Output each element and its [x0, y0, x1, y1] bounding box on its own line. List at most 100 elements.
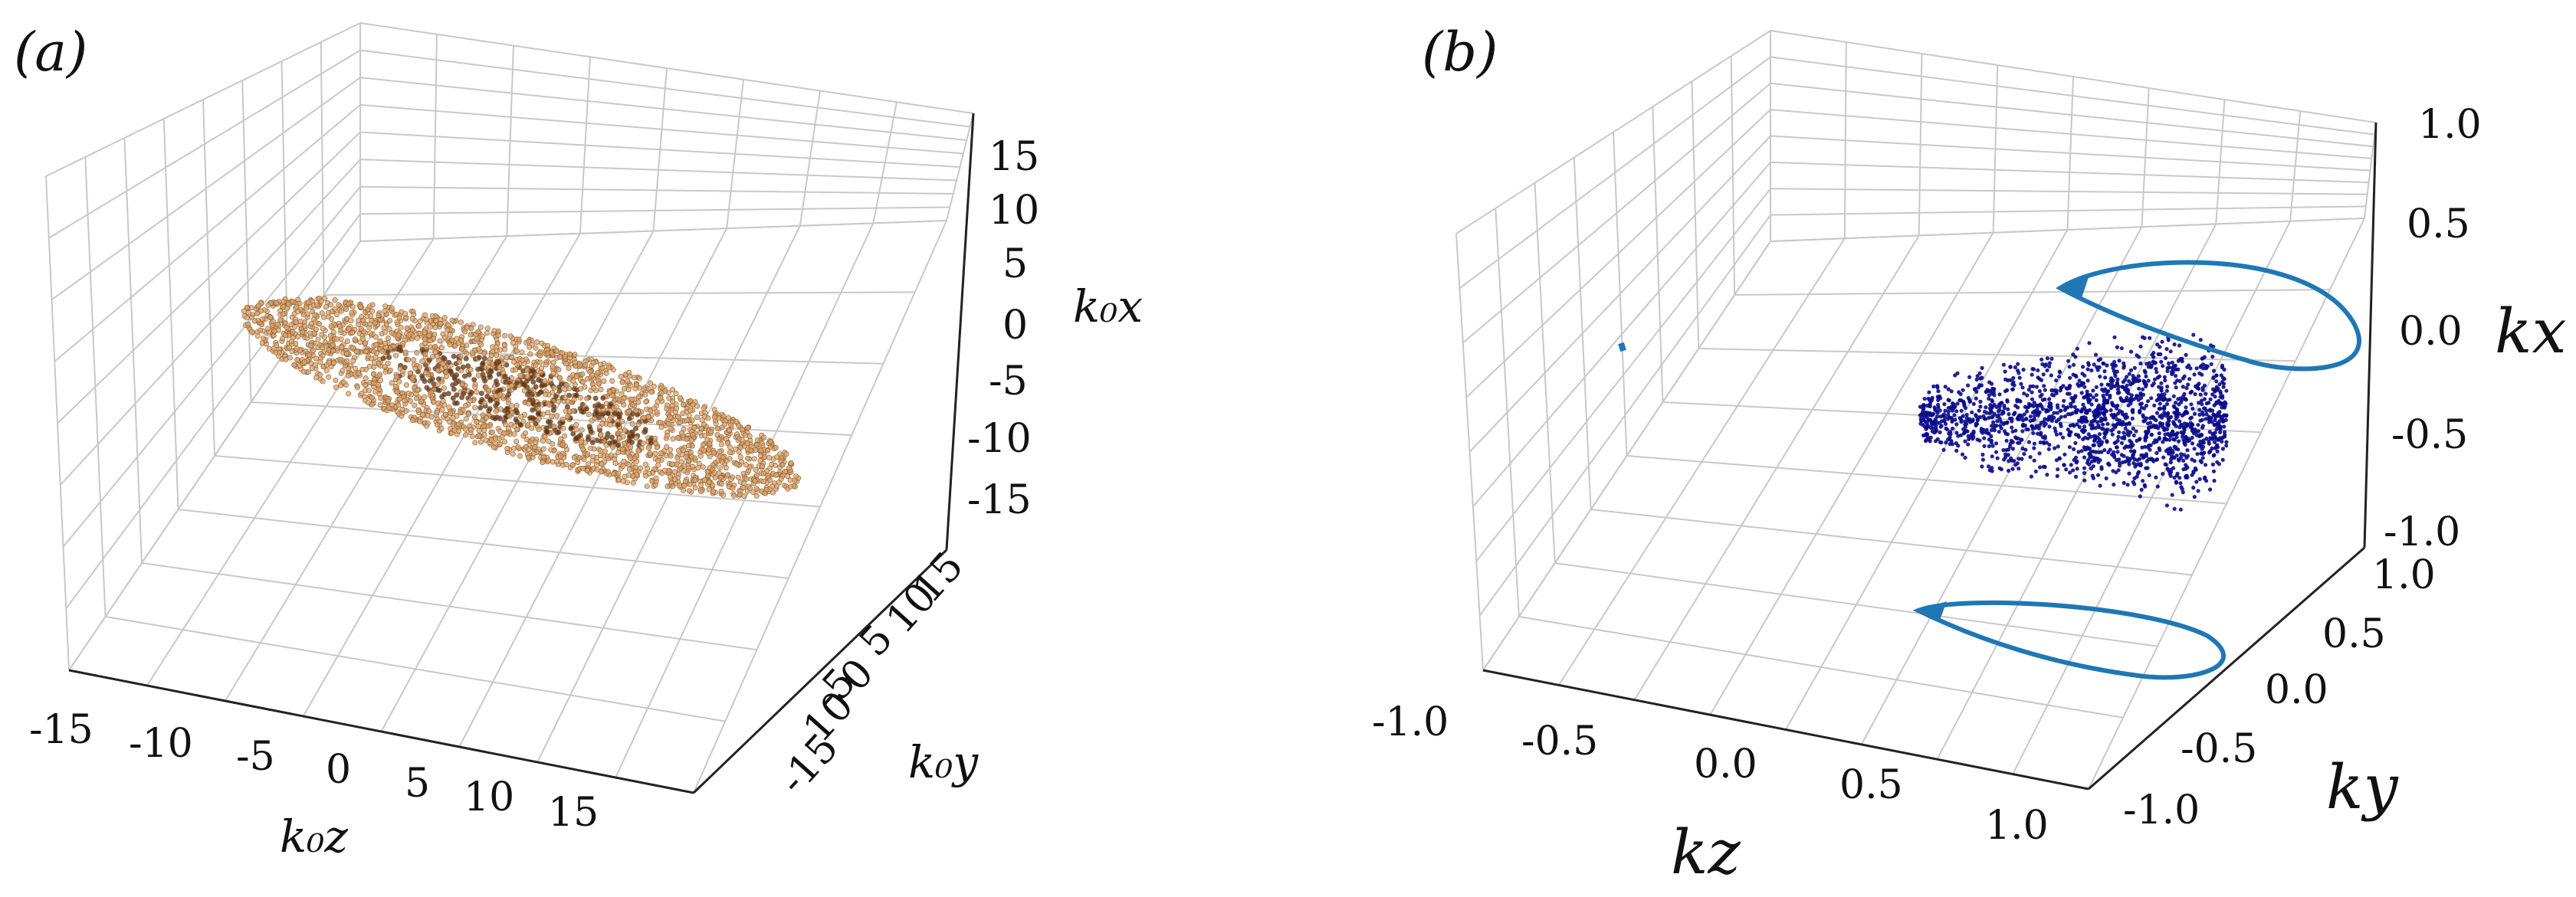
- panel-b-point: [2190, 457, 2194, 462]
- panel-a-point: [433, 318, 439, 324]
- panel-b-xtick: 0.5: [1839, 762, 1903, 808]
- panel-b-point: [1989, 434, 1994, 439]
- panel-b-point: [2145, 430, 2150, 435]
- panel-a-point: [678, 459, 684, 465]
- panel-a-point: [385, 398, 391, 404]
- panel-a-point: [294, 303, 300, 309]
- panel-a-point: [609, 378, 615, 384]
- panel-b-point: [1990, 454, 1994, 459]
- panel-a-point: [699, 417, 705, 423]
- panel-b-gridline: [1691, 81, 1700, 349]
- panel-a-point: [350, 358, 356, 364]
- panel-b-point: [2057, 369, 2062, 374]
- panel-b-point: [2189, 402, 2194, 407]
- panel-a-point: [462, 426, 468, 432]
- panel-b-point: [2082, 455, 2087, 460]
- panel-b-point: [2028, 418, 2033, 424]
- panel-b-point: [2072, 457, 2076, 463]
- panel-b-point: [2117, 430, 2122, 434]
- panel-b-point: [2135, 438, 2139, 444]
- panel-b-point: [1943, 421, 1948, 427]
- panel-a-point: [502, 332, 508, 339]
- panel-b-point: [1949, 416, 1954, 421]
- panel-b-point: [2168, 473, 2173, 478]
- panel-a-point: [720, 454, 726, 460]
- panel-a-point: [313, 375, 320, 381]
- panel-a-point: [621, 458, 627, 464]
- panel-a-point: [545, 419, 551, 425]
- panel-b-point: [2150, 414, 2154, 420]
- panel-a-point: [782, 468, 788, 474]
- panel-b-point: [2171, 450, 2175, 455]
- panel-a-point: [445, 327, 451, 333]
- panel-b-point: [2194, 480, 2199, 484]
- panel-b-point: [2071, 423, 2076, 427]
- panel-a-point: [558, 458, 564, 464]
- panel-b-point: [2215, 437, 2220, 442]
- panel-b-point: [2115, 391, 2120, 395]
- panel-b-point: [2089, 368, 2094, 373]
- panel-a-point: [627, 455, 633, 461]
- panel-a-point: [534, 339, 540, 345]
- panel-b-point: [2180, 413, 2184, 418]
- panel-b-point: [2109, 376, 2114, 381]
- panel-a-point: [760, 478, 766, 484]
- panel-b-point: [2067, 445, 2072, 450]
- panel-a-point: [276, 349, 282, 355]
- panel-a-point: [511, 423, 517, 429]
- panel-a-point: [571, 386, 577, 392]
- panel-b-point: [2034, 385, 2039, 389]
- panel-a-point: [428, 414, 435, 420]
- panel-a-point: [752, 478, 758, 484]
- panel-b-point: [1986, 464, 1991, 469]
- panel-a-point: [382, 368, 389, 375]
- panel-b-point: [2069, 404, 2074, 409]
- panel-a-point: [591, 385, 597, 391]
- panel-a-point-cloud: [241, 295, 802, 499]
- panel-b-point: [2091, 388, 2095, 393]
- panel-b-point: [2138, 344, 2143, 349]
- panel-b-point: [2132, 476, 2137, 481]
- panel-b-point: [2103, 416, 2108, 421]
- panel-a-point: [533, 421, 539, 427]
- panel-b-point: [2036, 368, 2040, 373]
- panel-b-point: [2021, 368, 2026, 372]
- panel-b-point: [2105, 421, 2110, 427]
- panel-a-point: [280, 336, 286, 342]
- panel-a-point: [565, 414, 571, 420]
- panel-a-point: [359, 366, 366, 372]
- panel-a-point: [701, 447, 707, 453]
- panel-a-point: [326, 359, 332, 365]
- panel-b-point: [1959, 420, 1964, 424]
- panel-a-point: [553, 348, 560, 354]
- panel-a-point: [315, 336, 321, 342]
- panel-a-point: [615, 449, 622, 455]
- panel-a-point: [329, 309, 335, 315]
- panel-b-point: [2204, 463, 2208, 467]
- panel-b-point: [2172, 342, 2177, 347]
- panel-b-point: [2102, 435, 2107, 440]
- panel-a-point: [664, 433, 670, 439]
- panel-a-point: [340, 368, 346, 374]
- panel-b-point: [2026, 388, 2031, 392]
- panel-a-point: [254, 333, 261, 339]
- panel-b-point: [2005, 432, 2010, 437]
- panel-b-point: [1957, 416, 1962, 421]
- panel-b-point: [2114, 440, 2118, 445]
- panel-b-gridline: [1465, 109, 1771, 398]
- panel-b-point: [2177, 402, 2181, 407]
- panel-b-point: [2100, 406, 2105, 411]
- panel-a-point: [428, 338, 434, 344]
- panel-b-point: [2047, 404, 2052, 409]
- panel-b-gridline: [1590, 509, 2193, 576]
- panel-b-point: [2095, 473, 2101, 477]
- panel-b-point: [2144, 362, 2149, 366]
- panel-a-point: [560, 425, 566, 431]
- panel-a-point: [625, 461, 632, 467]
- panel-a-point: [438, 345, 445, 351]
- panel-b-point: [2149, 432, 2154, 437]
- panel-a-point: [501, 430, 507, 436]
- panel-b-point: [2056, 444, 2060, 449]
- panel-b-point: [2082, 470, 2087, 476]
- panel-a-point: [409, 375, 415, 381]
